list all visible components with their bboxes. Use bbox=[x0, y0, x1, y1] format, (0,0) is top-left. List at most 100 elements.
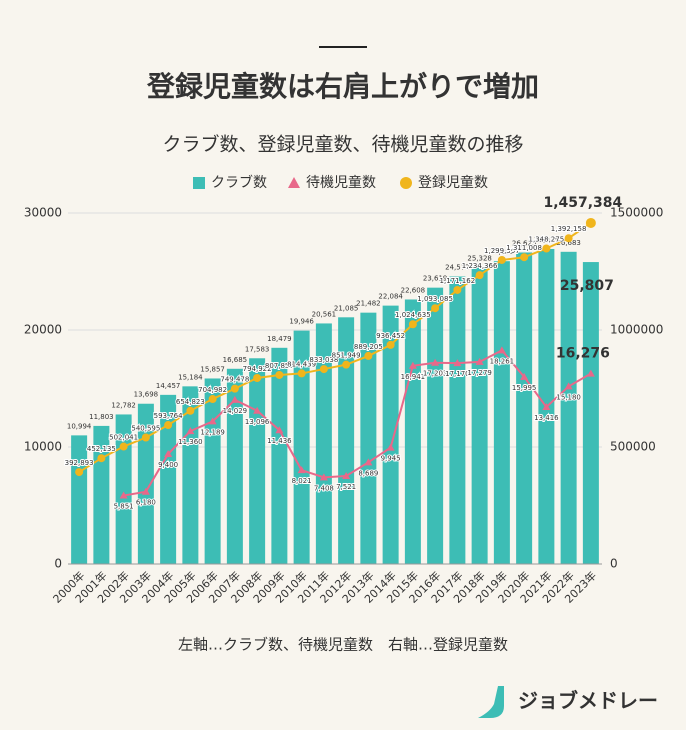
point-label: 16,941 bbox=[401, 373, 426, 381]
point-label: 9,945 bbox=[381, 455, 401, 463]
point-label: 452,135 bbox=[87, 445, 116, 453]
point bbox=[520, 372, 529, 380]
point bbox=[586, 369, 595, 377]
bar-label: 13,698 bbox=[134, 391, 159, 399]
bar bbox=[516, 252, 533, 565]
legend-swatch bbox=[400, 177, 412, 189]
bar bbox=[204, 378, 221, 564]
point-label: 8,689 bbox=[358, 469, 378, 477]
brand-logo bbox=[478, 686, 504, 718]
point-label: 540,595 bbox=[131, 425, 160, 433]
brand-name: ジョブメドレー bbox=[518, 689, 658, 713]
bar bbox=[293, 330, 310, 564]
point-label: 9,400 bbox=[158, 461, 178, 469]
point bbox=[230, 384, 239, 393]
point-label: 12,189 bbox=[200, 428, 225, 436]
point bbox=[364, 458, 373, 466]
point-label: 392,893 bbox=[65, 459, 94, 467]
point bbox=[386, 340, 395, 349]
point-label: 7,408 bbox=[314, 484, 334, 492]
point bbox=[319, 365, 328, 374]
point-label: 814,439 bbox=[287, 360, 316, 368]
point-label: 593,764 bbox=[154, 412, 183, 420]
bar bbox=[404, 299, 421, 564]
bar-label: 26,683 bbox=[556, 239, 581, 247]
point bbox=[497, 346, 506, 354]
bar bbox=[115, 414, 132, 564]
point-label: 1,392,158 bbox=[551, 225, 587, 233]
bar-label: 15,857 bbox=[200, 365, 225, 373]
point bbox=[564, 382, 573, 390]
point bbox=[342, 472, 351, 480]
point-label: 794,922 bbox=[243, 365, 272, 373]
point-label: 1,171,162 bbox=[440, 277, 476, 285]
point-label: 14,029 bbox=[223, 407, 248, 415]
point bbox=[75, 468, 84, 477]
point-label: 6,180 bbox=[136, 499, 156, 507]
point bbox=[475, 357, 484, 365]
point bbox=[164, 421, 173, 430]
y-tick-label: 20000 bbox=[24, 323, 62, 337]
bar-label: 18,479 bbox=[267, 335, 292, 343]
bar bbox=[182, 386, 199, 564]
point-label: 18,261 bbox=[490, 357, 515, 365]
point-label: 11,360 bbox=[178, 438, 203, 446]
point bbox=[431, 304, 440, 313]
bar bbox=[271, 347, 288, 564]
point-label: 749,478 bbox=[220, 376, 249, 384]
bar-label: 24,573 bbox=[445, 263, 470, 271]
axis-note: 左軸…クラブ数、待機児童数 右軸…登録児童数 bbox=[178, 636, 508, 654]
point bbox=[408, 361, 417, 369]
point-label: 807,857 bbox=[265, 362, 294, 370]
bar bbox=[382, 305, 399, 564]
point bbox=[475, 271, 484, 280]
bar bbox=[338, 317, 355, 564]
bar bbox=[137, 403, 154, 564]
point bbox=[542, 403, 551, 411]
point-label: 17,279 bbox=[467, 369, 492, 377]
point-label: 502,041 bbox=[109, 434, 138, 442]
y-tick-label: 30000 bbox=[24, 206, 62, 220]
bar-label: 14,457 bbox=[156, 382, 181, 390]
bar-label: 11,803 bbox=[89, 413, 114, 421]
bar bbox=[449, 276, 466, 564]
point-label: 15,180 bbox=[556, 393, 581, 401]
bar bbox=[71, 435, 88, 564]
point-label: 889,205 bbox=[354, 343, 383, 351]
bar-label: 19,946 bbox=[289, 318, 314, 326]
bar bbox=[493, 261, 510, 564]
bar-label: 23,619 bbox=[423, 275, 448, 283]
bar-label: 21,482 bbox=[356, 300, 381, 308]
point-label: 1,093,085 bbox=[417, 295, 453, 303]
title: 登録児童数は右肩上がりで増加 bbox=[146, 70, 539, 103]
point bbox=[253, 406, 262, 414]
point-label: 704,982 bbox=[198, 386, 227, 394]
point-label: 17,203 bbox=[423, 370, 448, 378]
bar bbox=[160, 394, 177, 564]
point-label: 15,995 bbox=[512, 384, 537, 392]
subtitle: クラブ数、登録児童数、待機児童数の推移 bbox=[162, 133, 523, 156]
point bbox=[208, 417, 217, 425]
bar-label: 26,625 bbox=[512, 239, 537, 247]
y2-tick-label: 1500000 bbox=[610, 206, 663, 220]
point-label: 13,416 bbox=[534, 414, 559, 422]
bar bbox=[249, 358, 266, 564]
legend-label: 登録児童数 bbox=[418, 174, 488, 191]
point-label: 1,234,366 bbox=[462, 262, 498, 270]
bar bbox=[582, 262, 599, 564]
bar bbox=[360, 312, 377, 564]
point bbox=[431, 358, 440, 366]
point bbox=[408, 320, 417, 329]
point bbox=[297, 369, 306, 378]
bar bbox=[226, 368, 243, 564]
point bbox=[230, 395, 239, 403]
y-tick-label: 0 bbox=[54, 557, 62, 571]
bar bbox=[471, 267, 488, 564]
point bbox=[141, 433, 150, 442]
bar-label: 17,583 bbox=[245, 345, 270, 353]
point bbox=[186, 427, 195, 435]
point bbox=[585, 217, 596, 228]
bar-label: 25,328 bbox=[467, 255, 492, 263]
point-label: 7,521 bbox=[336, 483, 356, 491]
